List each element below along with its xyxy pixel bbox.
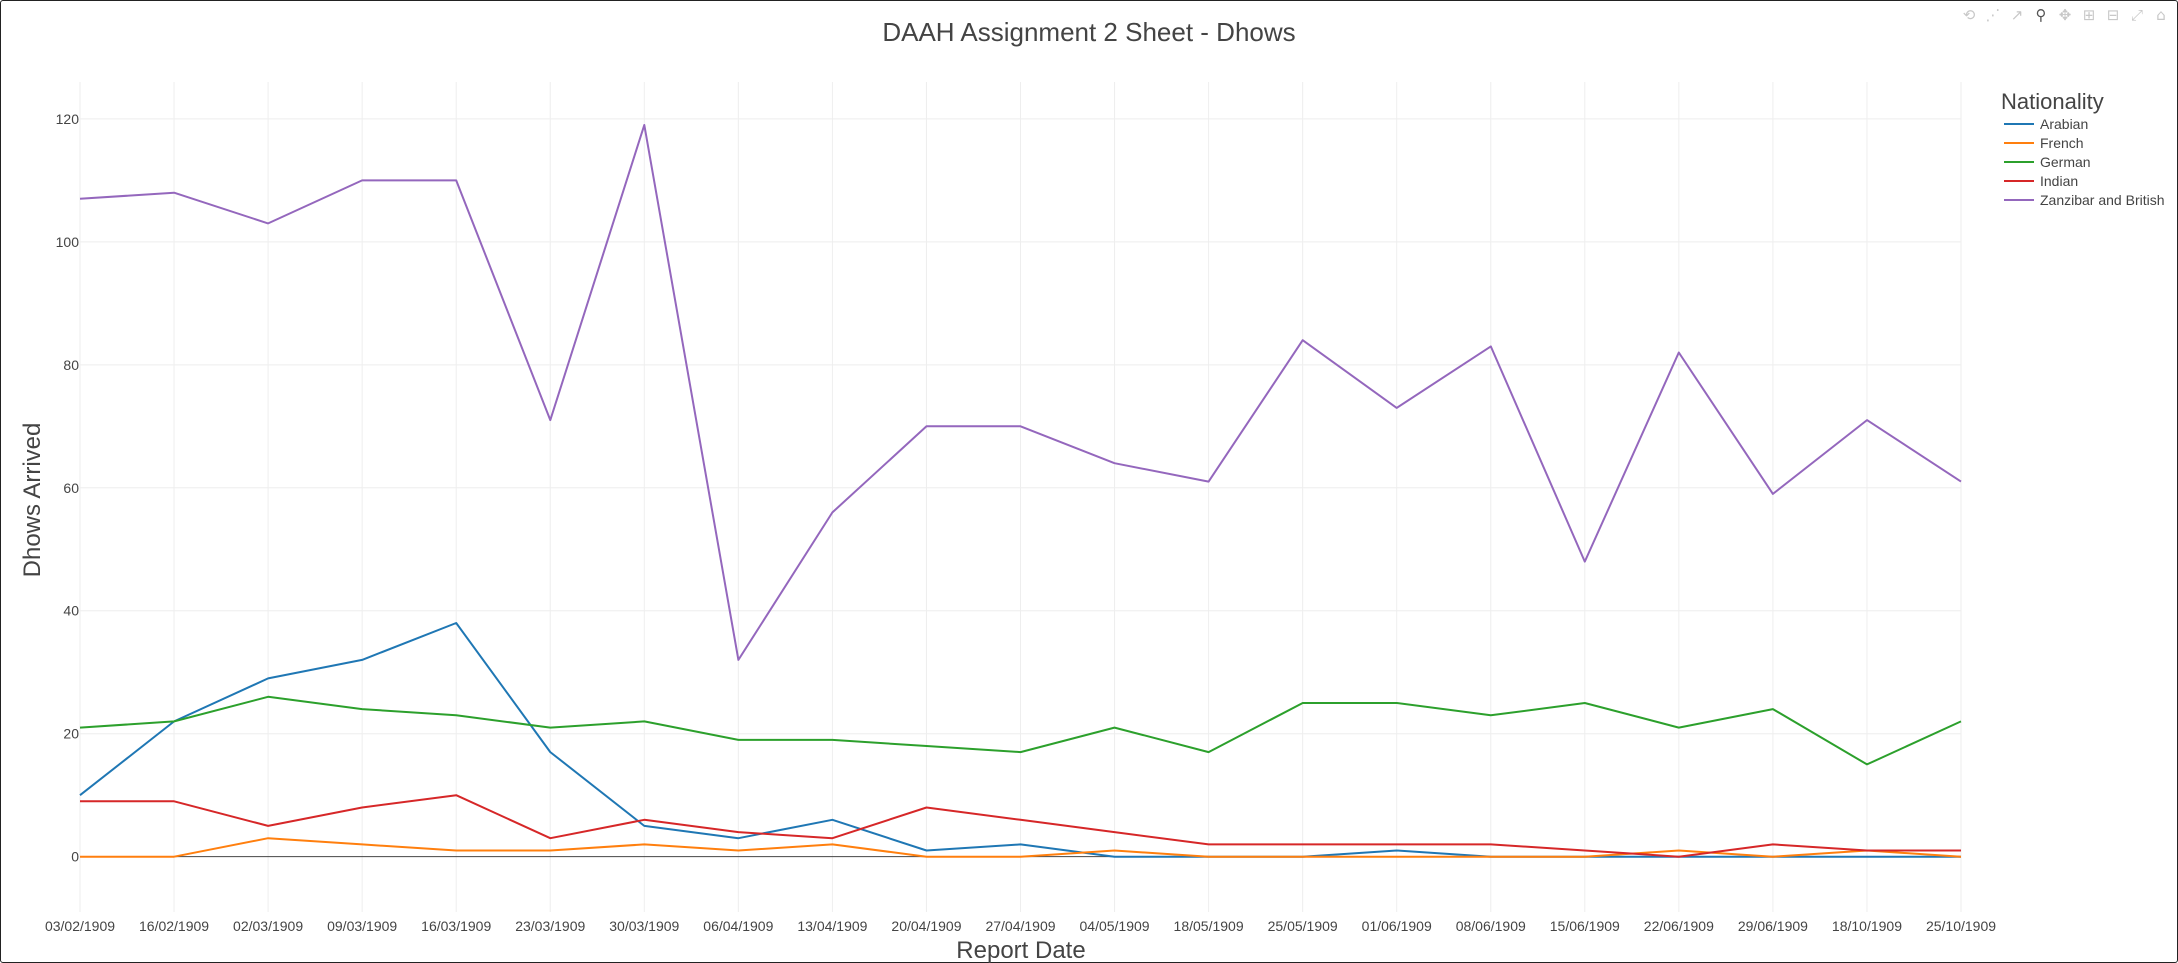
x-tick-label: 09/03/1909 — [327, 918, 397, 934]
x-tick-label: 02/03/1909 — [233, 918, 303, 934]
x-tick-label: 25/05/1909 — [1268, 918, 1338, 934]
zoom-in-icon[interactable]: ⊞ — [2082, 6, 2096, 24]
y-tick-label: 20 — [63, 726, 79, 742]
x-tick-label: 30/03/1909 — [609, 918, 679, 934]
grid — [79, 82, 1962, 912]
x-tick-label: 18/10/1909 — [1832, 918, 1902, 934]
legend-label: German — [2040, 154, 2091, 170]
zoom-icon[interactable]: ⚲ — [2035, 6, 2047, 24]
x-tick-label: 23/03/1909 — [515, 918, 585, 934]
x-tick-label: 01/06/1909 — [1362, 918, 1432, 934]
legend-title: Nationality — [2001, 89, 2104, 114]
series-line-german — [79, 695, 1962, 766]
y-tick-label: 80 — [63, 357, 79, 373]
x-tick-label: 16/03/1909 — [421, 918, 491, 934]
home-icon[interactable]: ⌂ — [2156, 6, 2166, 24]
y-tick-label: 60 — [63, 480, 79, 496]
y-tick-label: 40 — [63, 603, 79, 619]
legend-item[interactable]: German — [2004, 154, 2091, 170]
legend-label: Zanzibar and British — [2040, 192, 2165, 208]
x-tick-label: 03/02/1909 — [45, 918, 115, 934]
y-axis-title: Dhows Arrived — [19, 423, 46, 578]
x-tick-label: 16/02/1909 — [139, 918, 209, 934]
legend-label: French — [2040, 135, 2084, 151]
autoscale-icon[interactable]: ⋰ — [1985, 6, 2001, 24]
x-tick-label: 15/06/1909 — [1550, 918, 1620, 934]
x-tick-label: 22/06/1909 — [1644, 918, 1714, 934]
x-tick-label: 27/04/1909 — [985, 918, 1055, 934]
modebar: ⟲ ⋰ ↗ ⚲ ✥ ⊞ ⊟ ⤢ ⌂ — [1959, 5, 2171, 25]
line-icon[interactable]: ↗ — [2010, 6, 2024, 24]
x-tick-label: 06/04/1909 — [703, 918, 773, 934]
y-tick-label: 100 — [56, 234, 80, 250]
legend-label: Indian — [2040, 173, 2078, 189]
legend-item[interactable]: Zanzibar and British — [2004, 192, 2165, 208]
x-tick-label: 25/10/1909 — [1926, 918, 1996, 934]
x-tick-labels: 03/02/1909 16/02/1909 02/03/1909 09/03/1909… — [45, 918, 1996, 934]
x-tick-label: 20/04/1909 — [891, 918, 961, 934]
x-axis-title: Report Date — [956, 937, 1085, 963]
x-tick-label: 29/06/1909 — [1738, 918, 1808, 934]
pan-icon[interactable]: ✥ — [2058, 6, 2072, 24]
series-line-zanzibar-and-british — [79, 124, 1962, 661]
legend-label: Arabian — [2040, 116, 2088, 132]
x-tick-label: 18/05/1909 — [1174, 918, 1244, 934]
legend[interactable]: Nationality Arabian French German Indian Zan… — [2001, 89, 2165, 208]
series-line-indian — [80, 794, 1961, 858]
y-tick-label: 0 — [71, 849, 79, 865]
x-tick-label: 08/06/1909 — [1456, 918, 1526, 934]
y-tick-labels: 0 20 40 60 80 100 120 — [56, 111, 80, 865]
series-line-arabian — [79, 622, 1961, 858]
legend-item[interactable]: Arabian — [2004, 116, 2088, 132]
legend-item[interactable]: Indian — [2004, 173, 2078, 189]
legend-item[interactable]: French — [2004, 135, 2084, 151]
x-tick-label: 04/05/1909 — [1080, 918, 1150, 934]
series-lines — [79, 124, 1962, 858]
x-tick-label: 13/04/1909 — [797, 918, 867, 934]
y-tick-label: 120 — [56, 111, 80, 127]
autoscale-box-icon[interactable]: ⤢ — [2130, 6, 2143, 24]
reset-axes-icon[interactable]: ⟲ — [1962, 6, 1976, 24]
zoom-out-icon[interactable]: ⊟ — [2106, 6, 2120, 24]
chart-title: DAAH Assignment 2 Sheet - Dhows — [882, 17, 1295, 47]
series-line-french — [80, 837, 1962, 858]
